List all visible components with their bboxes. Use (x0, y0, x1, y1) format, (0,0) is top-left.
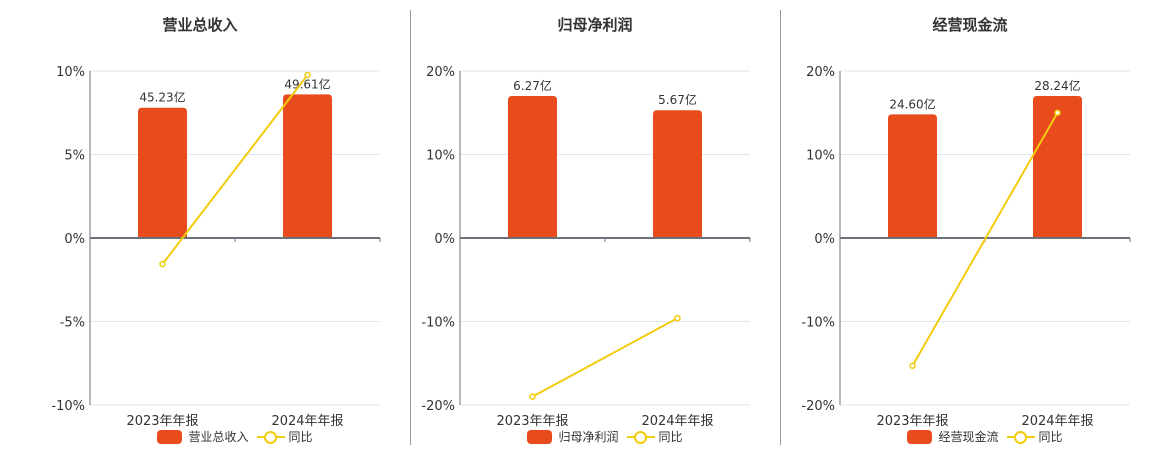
bar[interactable] (888, 114, 937, 238)
y-tick-label: -10% (801, 316, 835, 331)
bar-value-label: 45.23亿 (139, 90, 185, 105)
x-tick-label: 2024年年报 (641, 414, 713, 429)
x-tick-label: 2023年年报 (126, 414, 198, 429)
chart-panel: 归母净利润 20% 10% 0% -10% -20% 6.27亿 2023年年报 5.67亿 20… (410, 0, 780, 450)
panel-divider (410, 10, 411, 445)
yoy-point[interactable] (1054, 109, 1061, 116)
x-tick-label: 2024年年报 (1021, 414, 1093, 429)
y-tick-label: -20% (801, 399, 835, 414)
legend-bar-label[interactable]: 营业总收入 (188, 430, 249, 444)
bar-value-label: 24.60亿 (889, 96, 935, 111)
x-tick-label: 2023年年报 (876, 414, 948, 429)
y-tick-label: -10% (421, 316, 455, 331)
bar-value-label: 49.61亿 (284, 76, 330, 91)
chart-legend: 经营现金流 同比 (795, 428, 1160, 445)
yoy-line (161, 74, 309, 265)
chart-legend: 归母净利润 同比 (420, 428, 790, 445)
legend-line-label[interactable]: 同比 (288, 430, 313, 444)
bar[interactable] (508, 96, 557, 238)
chart-title: 营业总收入 (162, 16, 238, 34)
y-tick-label: 10% (56, 65, 85, 80)
y-tick-label: 20% (426, 65, 455, 80)
chart-panel: 经营现金流 20% 10% 0% -10% -20% 24.60亿 2023年年报 28.24亿… (780, 0, 1160, 450)
legend-line-icon[interactable] (626, 430, 655, 444)
legend-bar-swatch[interactable] (907, 429, 933, 444)
yoy-point[interactable] (304, 71, 311, 79)
chart-title: 归母净利润 (557, 16, 633, 34)
chart-plot: 20% 10% 0% -10% -20% 24.60亿 2023年年报 28.24亿 2024年… (801, 65, 1131, 429)
bar[interactable] (138, 107, 187, 239)
chart-plot: 20% 10% 0% -10% -20% 6.27亿 2023年年报 5.67亿 2024年年报 (421, 65, 751, 429)
bar[interactable] (283, 94, 332, 238)
legend-line-icon[interactable] (256, 430, 285, 444)
x-tick-label: 2024年年报 (271, 414, 343, 429)
legend-line-label[interactable]: 同比 (1038, 430, 1063, 444)
legend-line-icon[interactable] (1006, 430, 1035, 444)
bar-value-label: 28.24亿 (1034, 78, 1080, 93)
bar-value-label: 6.27亿 (513, 78, 552, 93)
chart-plot: 10% 5% 0% -5% -10% 45.23亿 2023年年报 49.61亿 2024年年报 (51, 65, 381, 429)
y-tick-label: 10% (426, 149, 455, 164)
yoy-line (911, 112, 1059, 367)
y-tick-label: 0% (434, 232, 455, 247)
yoy-point[interactable] (674, 314, 681, 322)
yoy-point[interactable] (159, 260, 166, 268)
legend-bar-label[interactable]: 经营现金流 (938, 430, 999, 444)
legend-bar-swatch[interactable] (527, 429, 553, 444)
panel-divider (780, 10, 781, 445)
yoy-point[interactable] (909, 362, 916, 370)
y-tick-label: 10% (806, 149, 835, 164)
yoy-line (532, 317, 678, 398)
bar-value-label: 5.67亿 (658, 92, 697, 107)
y-tick-label: 5% (64, 149, 85, 164)
legend-bar-swatch[interactable] (157, 429, 183, 444)
y-tick-label: 0% (814, 232, 835, 247)
y-tick-label: 0% (64, 232, 85, 247)
y-tick-label: -10% (51, 399, 85, 414)
chart-legend: 营业总收入 同比 (35, 428, 435, 445)
x-tick-label: 2023年年报 (496, 414, 568, 429)
y-tick-label: -20% (421, 399, 455, 414)
legend-bar-label[interactable]: 归母净利润 (558, 430, 619, 444)
chart-panel: 营业总收入 10% 5% 0% -5% -10% 45.23亿 2023年年报 49.61亿 20… (0, 0, 400, 450)
yoy-point[interactable] (529, 393, 536, 400)
y-tick-label: -5% (60, 316, 85, 331)
y-tick-label: 20% (806, 65, 835, 80)
legend-line-label[interactable]: 同比 (658, 430, 683, 444)
bar[interactable] (1033, 96, 1082, 238)
chart-title: 经营现金流 (932, 16, 1008, 34)
bar[interactable] (653, 110, 702, 238)
